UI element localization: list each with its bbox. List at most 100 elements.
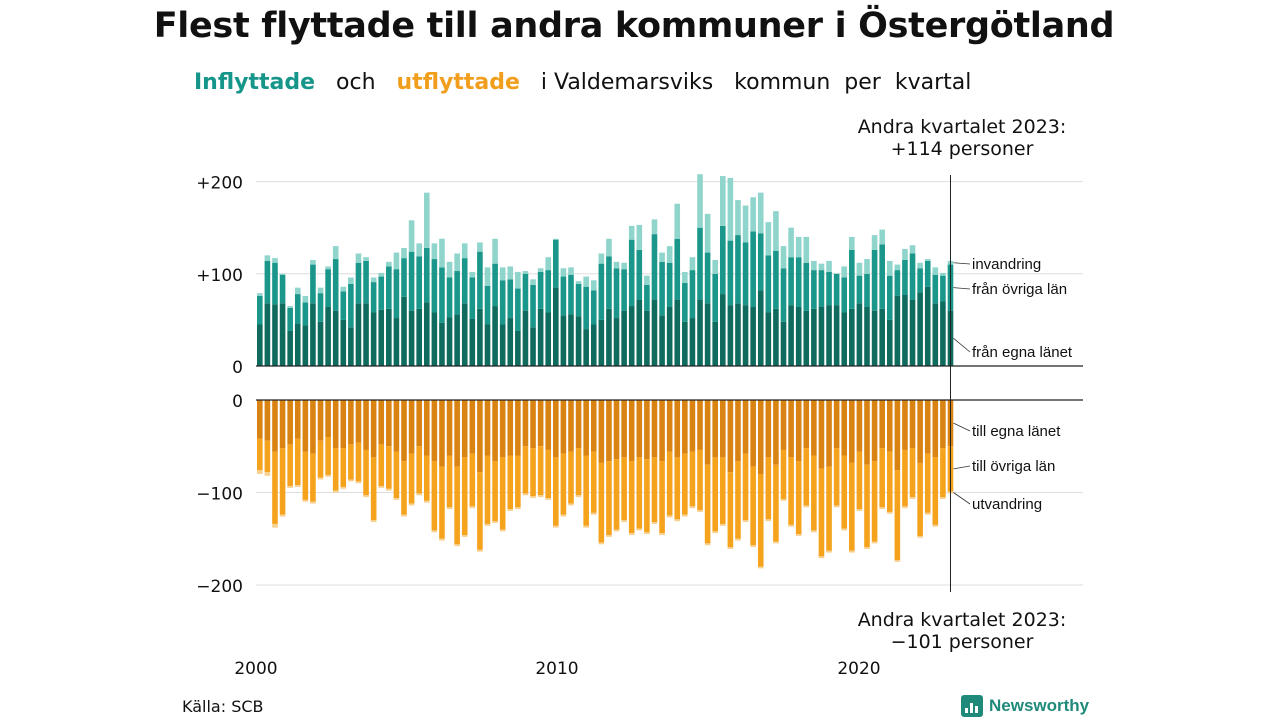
bar-out-utvandring [272,523,278,528]
bar-out-egna [735,400,741,462]
bar-in-ovriga [310,264,316,304]
bar-out-utvandring [310,501,316,504]
bar-in-ovriga [811,270,817,309]
bar-out-egna [317,400,324,441]
bar-out-egna [780,400,787,450]
annotation-top-line2: +114 personer [891,138,1034,160]
bar-in-invandring [917,262,923,269]
bar-in-ovriga [423,247,430,303]
bar-in-invandring [477,242,483,252]
bar-out-egna [628,400,635,462]
series-label-leader [953,262,971,265]
bar-out-egna [606,400,612,462]
bar-in-ovriga [477,251,483,309]
bar-in-ovriga [393,269,400,319]
bar-in-egna [606,308,612,366]
bar-out-utvandring [833,505,840,508]
bar-in-invandring [613,261,620,269]
bar-in-ovriga [484,285,491,325]
bar-in-ovriga [386,266,392,309]
bar-in-ovriga [507,279,514,319]
bar-in-egna [423,302,430,366]
bar-in-invandring [902,248,908,260]
bar-in-invandring [606,238,612,257]
bar-out-utvandring [515,507,521,510]
bar-in-egna [833,305,840,366]
bar-out-utvandring [780,498,787,501]
bar-in-egna [363,303,369,366]
bar-in-invandring [803,236,810,263]
bar-out-egna [818,400,825,469]
bar-in-egna [378,309,385,366]
y-tick-label-top: +100 [196,266,243,286]
bar-in-invandring [272,258,278,263]
bar-out-egna [886,400,893,452]
bar-in-ovriga [704,252,711,304]
bar-out-utvandring [879,507,885,510]
bar-out-egna [386,400,392,447]
bar-in-invandring [575,281,582,284]
bar-in-ovriga [818,270,825,307]
bar-in-egna [522,310,529,366]
series-label-leader [953,422,971,432]
bar-out-egna [272,400,278,452]
bar-out-ovriga [742,453,749,521]
bar-out-egna [492,400,498,462]
bar-out-egna [446,400,453,456]
bar-out-utvandring [750,545,756,548]
bar-out-ovriga [833,448,840,506]
bar-out-utvandring [826,550,832,553]
bar-in-ovriga [871,249,878,311]
bar-in-invandring [818,263,825,271]
bar-out-utvandring [886,511,893,514]
bar-in-egna [590,324,597,366]
bar-out-utvandring [355,481,362,484]
bar-out-egna [553,400,559,458]
bar-out-ovriga [325,437,331,475]
bar-in-egna [287,330,293,366]
bar-out-utvandring [871,541,878,544]
bar-out-ovriga [750,466,756,546]
bar-out-egna [401,400,407,462]
annotation-bottom-line1: Andra kvartalet 2023: [858,609,1067,631]
bar-in-invandring [401,247,407,259]
bar-out-ovriga [773,464,779,542]
bar-out-ovriga [917,462,923,536]
bar-out-utvandring [393,498,400,500]
bar-in-ovriga [864,273,870,307]
bar-in-invandring [348,277,354,284]
bar-in-egna [279,303,286,366]
bar-in-invandring [461,243,468,259]
bar-out-egna [355,400,362,443]
bar-in-ovriga [469,277,476,319]
bar-out-egna [363,400,369,450]
bar-out-utvandring [644,532,650,535]
bar-out-egna [530,400,536,449]
bar-in-egna [537,308,544,366]
bar-in-ovriga [902,259,908,296]
bar-in-egna [560,315,567,366]
bar-out-utvandring [773,541,779,544]
bar-out-ovriga [826,466,832,551]
bar-in-ovriga [780,268,787,322]
bar-in-invandring [568,267,574,275]
bar-out-egna [856,400,863,452]
bar-in-ovriga [735,235,741,304]
bar-out-egna [674,400,681,458]
bar-in-ovriga [849,249,855,309]
bar-in-invandring [325,266,331,270]
bar-in-egna [583,329,589,366]
bar-in-ovriga [461,258,468,304]
bar-out-egna [575,400,582,449]
bar-out-utvandring [287,486,293,488]
bar-out-egna [325,400,331,437]
bar-in-ovriga [803,262,810,311]
bar-in-egna [568,314,574,366]
bar-in-invandring [712,259,718,274]
bar-in-invandring [940,272,946,276]
bar-in-invandring [340,286,347,292]
bar-out-utvandring [568,503,574,506]
bar-in-invandring [750,197,756,232]
bar-out-utvandring [408,503,415,506]
bar-in-egna [530,327,536,366]
